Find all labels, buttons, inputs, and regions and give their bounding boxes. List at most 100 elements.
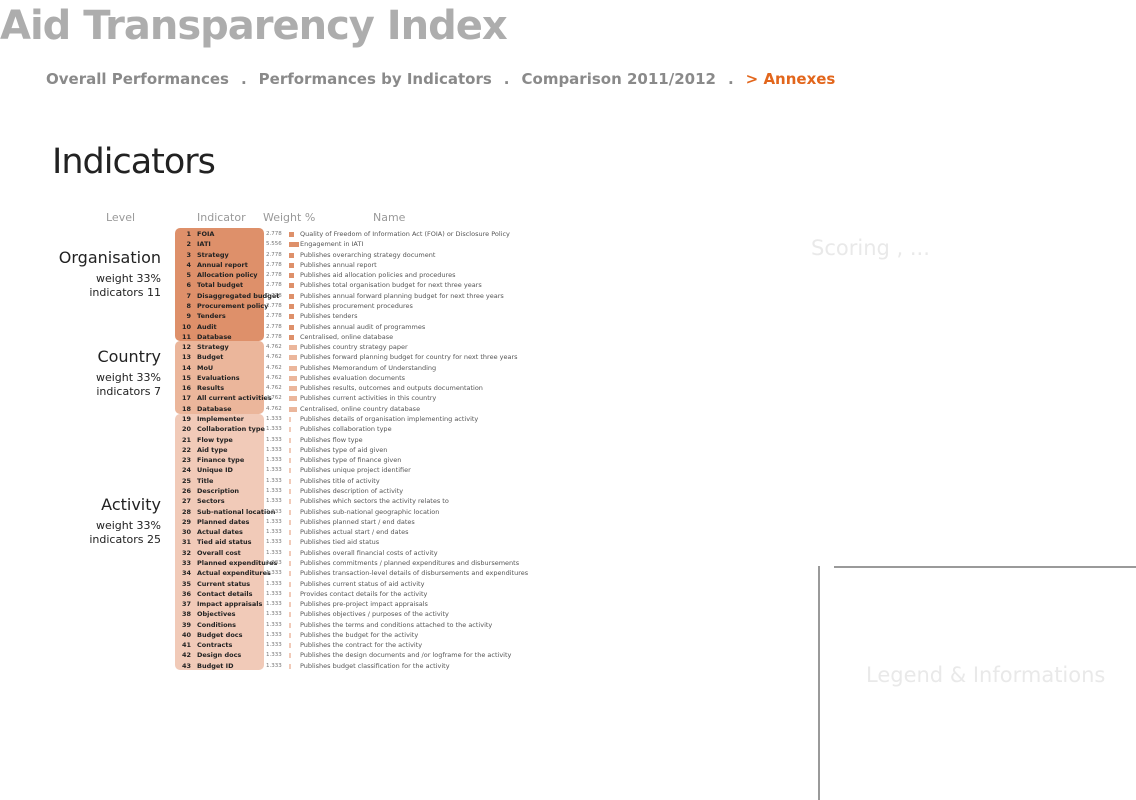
indicator-number: 16 [181,384,191,393]
indicator-number: 28 [181,507,191,516]
indicator-number: 42 [181,651,191,660]
indicator-number: 4 [186,260,191,269]
indicator-number: 20 [181,425,191,434]
indicator-weight: 1.333 [266,652,282,659]
indicator-number: 37 [181,600,191,609]
indicator-name: Publishes type of aid given [300,445,388,454]
indicator-code: Current status [197,579,251,588]
indicator-number: 17 [181,394,191,403]
indicator-weight-bar [289,314,294,320]
indicator-name: Publishes total organisation budget for … [300,281,482,290]
indicator-name: Publishes annual report [300,260,377,269]
indicator-number: 36 [181,589,191,598]
indicator-weight: 2.778 [266,313,282,320]
indicator-name: Publishes annual forward planning budget… [300,291,504,300]
indicator-code: Budget docs [197,630,243,639]
indicator-name: Publishes transaction-level details of d… [300,569,529,578]
column-header-indicator: Indicator [197,211,246,224]
legend-panel-border-left [818,566,820,800]
nav-link-comparison-2011-2012[interactable]: Comparison 2011/2012 [521,70,716,88]
indicator-weight-bar [289,447,292,453]
indicator-name: Publishes the design documents and /or l… [300,651,512,660]
indicator-number: 27 [181,497,191,506]
indicator-code: Budget ID [197,661,234,670]
indicator-weight: 4.762 [266,395,282,402]
indicator-weight-bar [289,232,294,237]
indicator-weight: 1.333 [266,529,282,536]
indicator-weight: 1.333 [266,611,282,618]
indicator-name: Publishes the terms and conditions attac… [300,620,493,629]
indicator-number: 2 [186,240,191,249]
indicator-code: Impact appraisals [197,600,263,609]
indicator-weight: 2.778 [266,261,282,268]
top-navigation: Overall Performances. Performances by Ind… [46,68,835,90]
indicator-code: Actual expenditures [197,569,271,578]
indicator-weight-bar [289,252,294,258]
nav-link-annexes[interactable]: > Annexes [745,70,836,88]
indicator-weight-bar [289,530,292,536]
level-organisation-count: indicators 11 [89,286,161,299]
indicator-code: Database [197,332,232,341]
indicator-number: 39 [181,620,191,629]
scoring-panel-title: Scoring , ... [811,236,930,260]
level-country-weight: weight 33% [95,371,161,384]
indicator-name: Publishes commitments / planned expendit… [300,558,520,567]
indicator-weight-bar [289,417,292,423]
indicator-code: Allocation policy [197,271,258,280]
indicator-weight: 1.333 [266,416,282,423]
indicator-weight: 2.778 [266,292,282,299]
nav-link-performances-by-indicators[interactable]: Performances by Indicators [258,70,492,88]
indicator-name: Publishes unique project identifier [300,466,411,475]
indicator-number: 13 [181,353,191,362]
indicator-number: 22 [181,445,191,454]
indicator-name: Publishes aid allocation policies and pr… [300,271,456,280]
indicator-weight: 1.333 [266,508,282,515]
indicator-code: Tied aid status [197,538,252,547]
indicator-code: Procurement policy [197,301,269,310]
indicator-code: Unique ID [197,466,233,475]
indicator-weight-bar [289,612,292,618]
indicator-code: Collaboration type [197,425,265,434]
column-header-weight: Weight % [263,211,316,224]
indicator-number: 8 [186,301,191,310]
indicator-weight-bar [289,293,294,299]
indicator-number: 11 [181,332,191,341]
indicator-code: Planned dates [197,517,250,526]
indicator-weight: 4.762 [266,374,282,381]
indicator-number: 25 [181,476,191,485]
indicator-weight: 2.778 [266,251,282,258]
indicator-code: Finance type [197,456,245,465]
indicator-weight-bar [289,386,298,392]
indicator-code: Conditions [197,620,237,629]
indicator-weight-bar [289,303,294,309]
indicator-weight-bar [289,632,292,638]
indicator-code: FOIA [197,230,215,238]
indicator-code: Tenders [197,312,226,321]
indicator-name: Publishes overarching strategy document [300,250,436,259]
indicator-code: Annual report [197,260,248,269]
indicator-number: 31 [181,538,191,547]
indicator-code: Audit [197,322,217,331]
indicator-weight-bar [289,499,292,505]
indicator-name: Publishes tenders [300,312,358,321]
column-header-level: Level [106,211,136,224]
indicator-name: Centralised, online country database [300,404,421,413]
indicator-number: 21 [181,435,191,444]
indicator-code: Contracts [197,641,233,650]
indicator-weight-bar [289,406,298,412]
indicator-name: Publishes collaboration type [300,425,392,434]
indicator-weight: 1.333 [266,498,282,505]
indicator-number: 40 [181,630,191,639]
indicator-name: Publishes evaluation documents [300,373,406,382]
nav-link-overall-performances[interactable]: Overall Performances [46,70,229,88]
indicator-code: Strategy [197,250,229,259]
activity-group-box [175,414,264,670]
nav-separator: . [240,70,247,88]
legend-panel-title: Legend & Informations [866,663,1106,687]
indicator-name: Publishes description of activity [300,487,404,495]
indicator-name: Publishes forward planning budget for co… [300,353,518,362]
indicator-code: Total budget [197,281,244,290]
app-title: Aid Transparency Index [0,3,508,49]
indicator-name: Publishes pre-project impact appraisals [300,600,428,609]
indicator-weight: 1.333 [266,488,282,494]
